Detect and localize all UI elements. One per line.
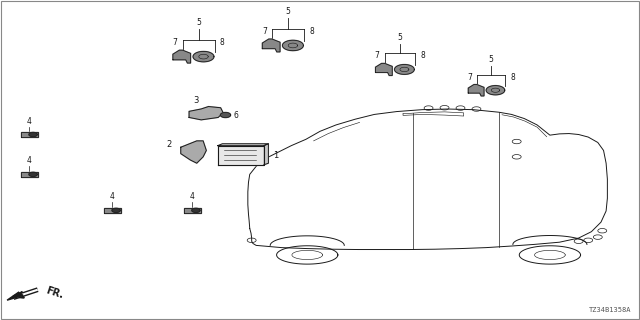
Text: 6: 6 [233, 110, 238, 119]
Text: 7: 7 [467, 73, 472, 82]
Polygon shape [192, 208, 200, 212]
Text: 4: 4 [190, 192, 195, 201]
Text: 8: 8 [420, 52, 425, 60]
Polygon shape [193, 52, 214, 62]
Text: 5: 5 [285, 7, 291, 16]
Text: 8: 8 [511, 73, 515, 82]
Polygon shape [376, 63, 392, 76]
Text: 5: 5 [196, 19, 201, 28]
Text: 7: 7 [262, 27, 267, 36]
Text: 1: 1 [273, 151, 279, 160]
Polygon shape [264, 144, 268, 165]
Polygon shape [220, 112, 230, 117]
Polygon shape [256, 149, 268, 154]
Text: 8: 8 [309, 27, 314, 36]
Polygon shape [21, 172, 38, 177]
Text: 4: 4 [27, 116, 32, 125]
Polygon shape [7, 292, 23, 300]
Text: 4: 4 [27, 156, 32, 165]
Text: 7: 7 [173, 38, 177, 47]
Polygon shape [262, 39, 280, 52]
Text: 5: 5 [489, 55, 493, 64]
Polygon shape [29, 172, 37, 176]
Text: 8: 8 [220, 38, 225, 47]
Polygon shape [218, 144, 268, 146]
Text: 2: 2 [166, 140, 172, 148]
Text: 5: 5 [397, 33, 403, 42]
Polygon shape [180, 141, 206, 163]
Polygon shape [184, 208, 201, 213]
Text: TZ34B1358A: TZ34B1358A [589, 307, 632, 313]
Polygon shape [29, 132, 37, 137]
Polygon shape [173, 50, 191, 63]
Polygon shape [21, 132, 38, 137]
Polygon shape [104, 208, 121, 213]
Text: FR.: FR. [44, 286, 65, 301]
Polygon shape [486, 85, 505, 95]
Text: 3: 3 [194, 96, 199, 105]
Polygon shape [189, 107, 223, 120]
Text: 7: 7 [374, 52, 380, 60]
Polygon shape [468, 84, 484, 96]
Text: 4: 4 [110, 192, 115, 201]
Polygon shape [282, 40, 303, 51]
Polygon shape [394, 65, 414, 74]
Polygon shape [218, 146, 264, 165]
Polygon shape [112, 208, 120, 212]
